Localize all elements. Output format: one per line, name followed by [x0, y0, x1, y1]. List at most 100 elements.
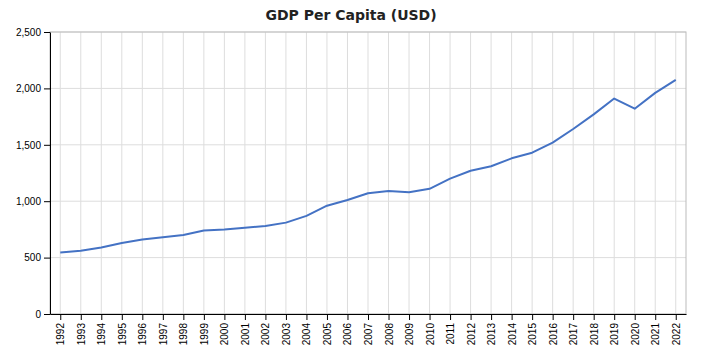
x-tick: 2017 [568, 314, 579, 345]
x-tick-label: 2022 [671, 323, 682, 346]
line [60, 80, 675, 253]
x-tick: 2003 [281, 314, 292, 345]
x-grid-line [368, 32, 369, 314]
y-tick-label: 2,000 [16, 83, 41, 94]
x-tick: 1998 [178, 314, 189, 345]
x-tick-mark [245, 314, 246, 320]
x-tick-mark [368, 314, 369, 320]
x-tick-label: 2014 [507, 323, 518, 346]
x-grid-line [634, 32, 635, 314]
x-tick-label: 2016 [548, 323, 559, 346]
x-grid-line [162, 32, 163, 314]
y-tick: 1,500 [16, 140, 50, 151]
x-tick-mark [122, 314, 123, 320]
x-tick-mark [450, 314, 451, 320]
x-tick-label: 2012 [466, 323, 477, 346]
x-tick-label: 1993 [76, 323, 87, 346]
x-tick-label: 2009 [404, 323, 415, 346]
y-axis: 05001,0001,5002,0002,500 [16, 27, 51, 320]
y-tick: 2,000 [16, 83, 50, 94]
x-tick-label: 2002 [260, 323, 271, 346]
x-grid-line [409, 32, 410, 314]
x-tick-label: 2021 [650, 323, 661, 346]
x-tick: 2021 [650, 314, 661, 345]
x-grid-line [655, 32, 656, 314]
x-grid-line [203, 32, 204, 314]
x-tick-label: 2005 [322, 323, 333, 346]
x-grid-line [593, 32, 594, 314]
x-tick-label: 2003 [281, 323, 292, 346]
x-grid-line [244, 32, 245, 314]
title: GDP Per Capita (USD) [265, 7, 436, 23]
x-grid-line [224, 32, 225, 314]
x-grid-line [347, 32, 348, 314]
y-tick-label: 1,000 [16, 196, 41, 207]
x-grid-line [614, 32, 615, 314]
chart: GDP Per Capita (USD)19921993199419951996… [0, 0, 702, 358]
x-tick-label: 2013 [486, 323, 497, 346]
x-tick-mark [81, 314, 82, 320]
x-tick-mark [635, 314, 636, 320]
x-tick: 2000 [219, 314, 230, 345]
x-tick: 2002 [260, 314, 271, 345]
x-tick: 2015 [527, 314, 538, 345]
x-tick-mark [471, 314, 472, 320]
y-tick-mark [44, 32, 50, 33]
x-tick: 2022 [671, 314, 682, 345]
x-grid-line [429, 32, 430, 314]
x-tick-mark [553, 314, 554, 320]
x-axis: 1992199319941995199619971998199920002001… [51, 314, 687, 345]
x-tick-mark [183, 314, 184, 320]
y-tick-mark [44, 88, 50, 89]
x-tick-label: 2020 [630, 323, 641, 346]
x-tick-label: 2001 [240, 323, 251, 346]
x-tick-mark [286, 314, 287, 320]
x-tick-mark [512, 314, 513, 320]
x-tick: 1994 [96, 314, 107, 345]
x-tick-label: 2010 [425, 323, 436, 346]
x-tick-label: 2015 [527, 323, 538, 346]
x-tick-label: 2006 [342, 323, 353, 346]
x-tick-mark [224, 314, 225, 320]
x-tick-mark [655, 314, 656, 320]
x-tick: 1993 [76, 314, 87, 345]
y-tick: 1,000 [16, 196, 50, 207]
x-tick: 2001 [240, 314, 251, 345]
y-axis-line [50, 33, 51, 315]
x-grid-line [306, 32, 307, 314]
x-tick-label: 1996 [137, 323, 148, 346]
grid [50, 32, 686, 314]
x-tick-label: 2007 [363, 323, 374, 346]
x-tick-mark [142, 314, 143, 320]
x-tick: 2018 [589, 314, 600, 345]
x-tick: 2013 [486, 314, 497, 345]
x-grid-line [265, 32, 266, 314]
x-tick-label: 1999 [199, 323, 210, 346]
y-tick-mark [44, 314, 50, 315]
x-tick: 2008 [384, 314, 395, 345]
x-grid-line [60, 32, 61, 314]
x-tick-label: 1995 [117, 323, 128, 346]
y-tick: 500 [24, 252, 50, 263]
x-grid-line [285, 32, 286, 314]
x-tick-label: 1998 [178, 323, 189, 346]
y-tick-label: 500 [24, 252, 41, 263]
x-tick-mark [573, 314, 574, 320]
x-tick-label: 2017 [568, 323, 579, 346]
x-tick-mark [347, 314, 348, 320]
x-tick-label: 2018 [589, 323, 600, 346]
x-tick-mark [327, 314, 328, 320]
x-tick: 2004 [301, 314, 312, 345]
x-grid-line [675, 32, 676, 314]
x-tick: 2016 [548, 314, 559, 345]
x-grid-line [326, 32, 327, 314]
x-tick-mark [532, 314, 533, 320]
x-tick-mark [594, 314, 595, 320]
x-grid-line [532, 32, 533, 314]
y-tick: 0 [35, 309, 50, 320]
x-tick-label: 2004 [301, 323, 312, 346]
x-grid-line [511, 32, 512, 314]
x-tick: 2010 [425, 314, 436, 345]
x-tick: 1995 [117, 314, 128, 345]
x-tick: 2020 [630, 314, 641, 345]
